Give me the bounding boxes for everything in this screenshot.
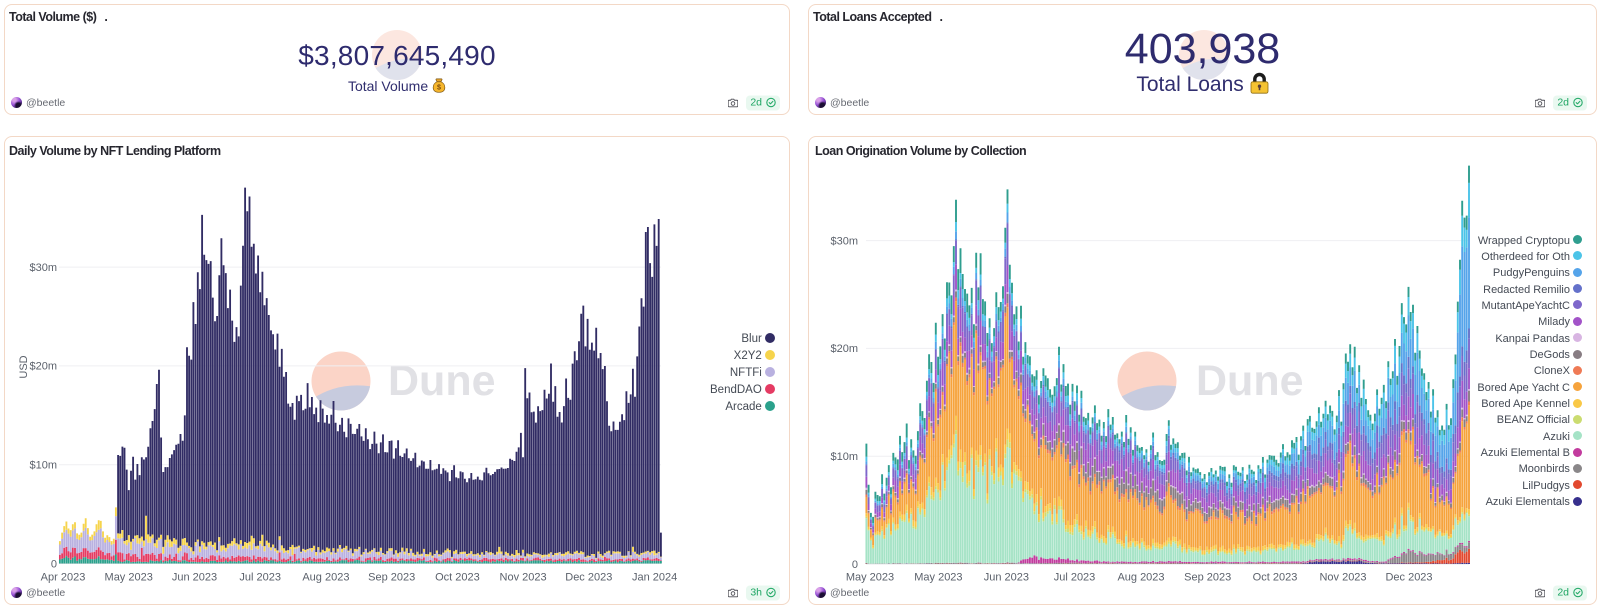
svg-text:Nov 2023: Nov 2023: [1319, 572, 1366, 584]
svg-text:Jun 2023: Jun 2023: [172, 572, 217, 584]
svg-text:0: 0: [852, 559, 858, 571]
svg-text:May 2023: May 2023: [914, 572, 962, 584]
svg-text:Jul 2023: Jul 2023: [1054, 572, 1096, 584]
svg-text:Nov 2023: Nov 2023: [500, 572, 547, 584]
svg-text:Apr 2023: Apr 2023: [41, 572, 86, 584]
svg-text:Jan 2024: Jan 2024: [632, 572, 677, 584]
svg-text:May 2023: May 2023: [105, 572, 153, 584]
svg-text:$10m: $10m: [830, 451, 858, 463]
svg-text:USD: USD: [18, 355, 30, 378]
svg-text:Sep 2023: Sep 2023: [1184, 572, 1231, 584]
svg-text:Aug 2023: Aug 2023: [1117, 572, 1164, 584]
svg-text:$20m: $20m: [830, 343, 858, 355]
svg-text:0: 0: [51, 558, 57, 570]
svg-text:Oct 2023: Oct 2023: [1253, 572, 1298, 584]
svg-text:May 2023: May 2023: [846, 572, 894, 584]
svg-text:Sep 2023: Sep 2023: [368, 572, 415, 584]
svg-text:Dune: Dune: [1196, 357, 1304, 405]
svg-text:Oct 2023: Oct 2023: [435, 572, 480, 584]
svg-text:Dec 2023: Dec 2023: [1385, 572, 1432, 584]
svg-text:$30m: $30m: [830, 235, 858, 247]
svg-text:$: $: [437, 84, 441, 92]
svg-text:Jul 2023: Jul 2023: [239, 572, 281, 584]
svg-text:$30m: $30m: [29, 262, 57, 274]
svg-text:$10m: $10m: [29, 460, 57, 472]
svg-text:Jun 2023: Jun 2023: [984, 572, 1029, 584]
svg-text:Dune: Dune: [388, 357, 496, 405]
svg-text:Dec 2023: Dec 2023: [565, 572, 612, 584]
svg-text:$20m: $20m: [29, 361, 57, 373]
svg-text:Aug 2023: Aug 2023: [302, 572, 349, 584]
